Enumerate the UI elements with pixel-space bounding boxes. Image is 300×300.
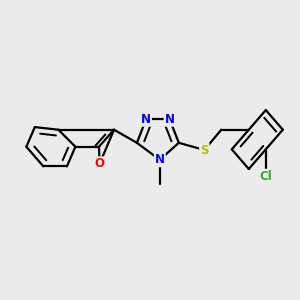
Text: O: O bbox=[94, 157, 105, 170]
Text: N: N bbox=[141, 113, 151, 126]
Text: Cl: Cl bbox=[260, 170, 272, 183]
Text: N: N bbox=[155, 153, 165, 166]
Text: N: N bbox=[165, 113, 175, 126]
Text: S: S bbox=[200, 143, 208, 157]
